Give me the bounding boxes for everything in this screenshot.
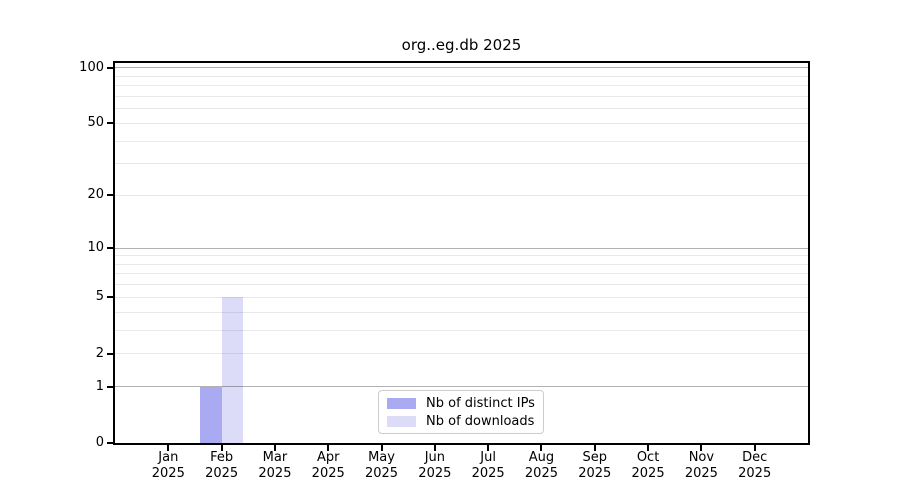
y-tick-mark: [107, 247, 113, 249]
x-tick-month: Jan: [158, 450, 179, 465]
gridline-minor: [115, 329, 808, 331]
x-tick-mark: [753, 445, 756, 451]
legend-label-downloads: Nb of downloads: [426, 413, 535, 429]
x-tick-mark: [327, 445, 330, 451]
x-tick-year: 2025: [578, 466, 612, 481]
y-tick-label: 100: [79, 59, 104, 75]
x-tick-month: May: [368, 450, 395, 465]
x-tick-label-jul: Jul 2025: [456, 450, 520, 482]
y-tick-label: 20: [87, 187, 104, 203]
x-tick-year: 2025: [684, 466, 718, 481]
gridline-minor: [115, 163, 808, 165]
legend-label-distinct-ips: Nb of distinct IPs: [426, 395, 535, 411]
x-tick-year: 2025: [738, 466, 772, 481]
x-tick-mark: [167, 445, 170, 451]
x-tick-month: Jun: [424, 450, 445, 465]
x-tick-mark: [220, 445, 223, 451]
bar-downloads-feb: [221, 297, 244, 443]
y-tick-mark: [107, 296, 113, 299]
y-tick-mark: [107, 66, 113, 69]
x-tick-label-feb: Feb 2025: [190, 450, 254, 482]
gridline-minor: [115, 353, 808, 355]
y-tick-mark: [107, 442, 113, 444]
gridline-minor: [115, 296, 808, 298]
y-tick-mark: [107, 194, 113, 197]
y-tick-mark: [107, 122, 113, 125]
x-tick-year: 2025: [205, 466, 239, 481]
legend-swatch-downloads: [387, 415, 416, 427]
x-tick-label-mar: Mar 2025: [243, 450, 307, 482]
x-tick-mark: [380, 445, 383, 451]
x-tick-month: Mar: [262, 450, 288, 465]
gridline-major: [115, 247, 808, 249]
x-tick-mark: [273, 445, 276, 451]
legend-item-downloads: Nb of downloads: [387, 414, 535, 429]
gridline-minor: [115, 284, 808, 286]
y-tick-label: 5: [95, 289, 104, 305]
gridline-minor: [115, 75, 808, 77]
x-tick-label-sep: Sep 2025: [563, 450, 627, 482]
x-tick-month: Nov: [688, 450, 715, 465]
gridline-minor: [115, 255, 808, 257]
x-tick-year: 2025: [258, 466, 292, 481]
y-tick-mark: [107, 385, 113, 388]
x-tick-label-nov: Nov 2025: [669, 450, 733, 482]
gridline-minor: [115, 140, 808, 142]
gridline-minor: [115, 273, 808, 275]
gridline-minor: [115, 194, 808, 196]
x-tick-year: 2025: [418, 466, 452, 481]
x-tick-mark: [540, 445, 543, 451]
x-tick-mark: [700, 445, 703, 451]
x-tick-month: Dec: [742, 450, 768, 465]
gridline-major: [115, 67, 808, 69]
y-tick-label: 10: [87, 240, 104, 255]
gridline-minor: [115, 108, 808, 110]
gridline-minor: [115, 122, 808, 124]
x-tick-month: Aug: [528, 450, 555, 465]
x-tick-month: Feb: [210, 450, 234, 465]
x-tick-label-aug: Aug 2025: [509, 450, 573, 482]
x-tick-year: 2025: [524, 466, 558, 481]
x-tick-year: 2025: [364, 466, 399, 481]
x-tick-label-jun: Jun 2025: [403, 450, 467, 482]
x-tick-month: Jul: [480, 450, 496, 465]
chart-title: org..eg.db 2025: [401, 36, 522, 54]
y-tick-label: 2: [95, 345, 104, 361]
x-tick-label-may: May 2025: [350, 450, 414, 482]
gridline-minor: [115, 95, 808, 97]
x-tick-mark: [433, 445, 436, 451]
gridline-minor: [115, 85, 808, 87]
gridline-minor: [115, 311, 808, 313]
x-tick-label-apr: Apr 2025: [296, 450, 360, 482]
y-tick-label: 0: [95, 435, 104, 450]
x-tick-year: 2025: [471, 466, 505, 481]
x-tick-label-jan: Jan 2025: [136, 450, 200, 482]
x-tick-month: Oct: [636, 450, 660, 465]
plot-area: [113, 61, 810, 445]
x-tick-year: 2025: [311, 466, 345, 481]
legend-swatch-distinct-ips: [387, 397, 416, 409]
gridline-minor: [115, 263, 808, 265]
x-tick-label-oct: Oct 2025: [616, 450, 680, 482]
x-tick-mark: [487, 445, 490, 451]
bar-distinct-ips-feb: [200, 386, 222, 443]
gridline-major: [115, 386, 808, 388]
y-tick-mark: [107, 352, 113, 355]
x-tick-month: Sep: [582, 450, 608, 465]
x-tick-month: Apr: [316, 450, 340, 465]
x-tick-mark: [593, 445, 596, 451]
legend-item-distinct-ips: Nb of distinct IPs: [387, 396, 535, 411]
x-tick-year: 2025: [151, 466, 185, 481]
x-tick-mark: [647, 445, 650, 451]
x-tick-year: 2025: [631, 466, 665, 481]
legend: Nb of distinct IPs Nb of downloads: [378, 390, 544, 434]
y-tick-label: 50: [87, 115, 104, 131]
x-tick-label-dec: Dec 2025: [723, 450, 787, 482]
y-tick-label: 1: [95, 378, 104, 394]
